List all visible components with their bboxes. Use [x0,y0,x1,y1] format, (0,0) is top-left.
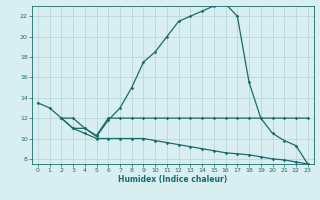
X-axis label: Humidex (Indice chaleur): Humidex (Indice chaleur) [118,175,228,184]
